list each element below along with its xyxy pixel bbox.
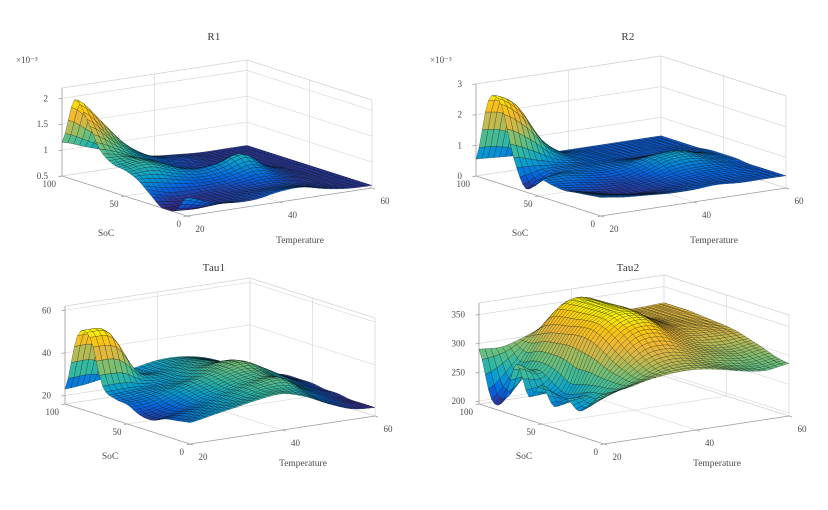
r2-title: R2 bbox=[621, 31, 635, 43]
r1-soc-axis-label: SoC bbox=[97, 229, 115, 239]
r2-surface-canvas bbox=[414, 0, 828, 255]
r2-temperature-axis-label: Temperature bbox=[690, 236, 738, 246]
tau1-soc-axis-label: SoC bbox=[101, 452, 119, 462]
r2-z-exponent-label: ×10⁻³ bbox=[430, 55, 452, 65]
tau2-surface-canvas bbox=[414, 255, 828, 510]
r1-z-exponent-label: ×10⁻³ bbox=[16, 55, 38, 65]
subplot-tau1: Tau1 SoC Temperature bbox=[0, 255, 414, 510]
r1-title: R1 bbox=[207, 31, 221, 43]
tau1-surface-canvas bbox=[0, 255, 414, 510]
r1-temperature-axis-label: Temperature bbox=[276, 236, 324, 246]
tau1-temperature-axis-label: Temperature bbox=[279, 459, 327, 469]
subplot-r2: R2 ×10⁻³ SoC Temperature bbox=[414, 0, 828, 255]
r2-soc-axis-label: SoC bbox=[511, 229, 529, 239]
subplot-r1: R1 ×10⁻³ SoC Temperature bbox=[0, 0, 414, 255]
tau2-title: Tau2 bbox=[616, 262, 640, 274]
tau1-title: Tau1 bbox=[202, 262, 226, 274]
subplot-tau2: Tau2 SoC Temperature bbox=[414, 255, 828, 510]
tau2-soc-axis-label: SoC bbox=[515, 452, 533, 462]
tau2-temperature-axis-label: Temperature bbox=[693, 459, 741, 469]
r1-surface-canvas bbox=[0, 0, 414, 255]
